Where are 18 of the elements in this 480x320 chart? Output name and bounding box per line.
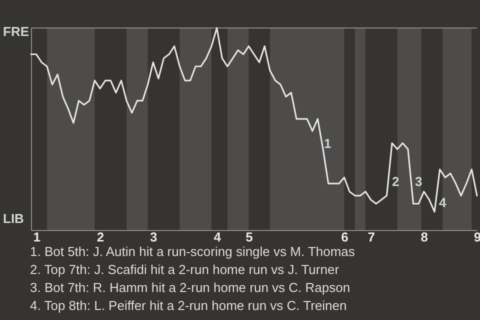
x-tick-label: 7 [368, 230, 375, 244]
annotation: 1 [324, 136, 332, 151]
text: 2. Top 7th: J. Scafidi hit a 2-run home run vs J. Turner [30, 261, 340, 279]
text: 4. Top 8th: L. Peiffer hit a 2-run home run vs C. Treinen [30, 297, 348, 315]
x-tick-label: 5 [246, 230, 253, 244]
x-tick-label: 8 [420, 230, 428, 244]
annotation: 3 [415, 174, 422, 189]
annotation: 4 [439, 195, 446, 210]
annotation: 2 [392, 174, 400, 189]
x-tick-label: 1 [33, 230, 40, 244]
text: FRE [3, 24, 29, 39]
x-tick-label: 4 [214, 230, 222, 244]
text: LIB [3, 211, 24, 226]
x-tick-label: 6 [341, 230, 348, 244]
text: 3. Bot 7th: R. Hamm hit a 2-run home run vs C. Rapson [30, 279, 352, 297]
text: 1. Bot 5th: J. Autin hit a run-scoring single vs M. Thomas [30, 243, 355, 261]
x-tick-label: 3 [150, 230, 158, 244]
x-tick-label: 2 [96, 230, 104, 244]
